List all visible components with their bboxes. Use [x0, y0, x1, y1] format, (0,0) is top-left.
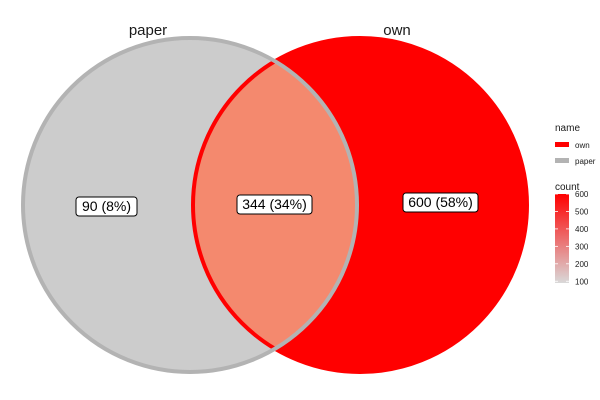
count-tick-label: 500: [575, 207, 589, 216]
count-tick-label: 200: [575, 260, 589, 269]
legend-swatch-paper: [555, 158, 569, 163]
own-outline: [191, 36, 529, 374]
region-label-paper-only: 90 (8%): [75, 196, 138, 217]
count-tick-label: 300: [575, 242, 589, 251]
paper-outline: [21, 36, 359, 374]
legend-label-paper: paper: [575, 157, 596, 166]
legend-count: count 600 500 400 300 200 100: [555, 182, 589, 286]
count-ticks: 600 500 400 300 200 100: [555, 190, 589, 286]
legend-count-title: count: [555, 182, 580, 193]
count-tick-label: 400: [575, 225, 589, 234]
svg-text:90 (8%): 90 (8%): [82, 198, 131, 214]
legend-swatch-own: [555, 142, 569, 147]
legend-name-title: name: [555, 123, 580, 134]
svg-text:600 (58%): 600 (58%): [408, 194, 473, 210]
set-title-own: own: [383, 22, 411, 39]
legend-name: name own paper: [555, 123, 596, 166]
set-title-paper: paper: [129, 22, 167, 39]
legend-label-own: own: [575, 141, 590, 150]
intersection-region: [193, 38, 357, 372]
count-colorbar: [555, 194, 569, 283]
svg-text:344 (34%): 344 (34%): [242, 196, 307, 212]
region-label-intersection: 344 (34%): [236, 194, 313, 215]
count-tick-label: 600: [575, 190, 589, 199]
count-tick-label: 100: [575, 277, 589, 286]
region-label-own-only: 600 (58%): [402, 192, 479, 213]
